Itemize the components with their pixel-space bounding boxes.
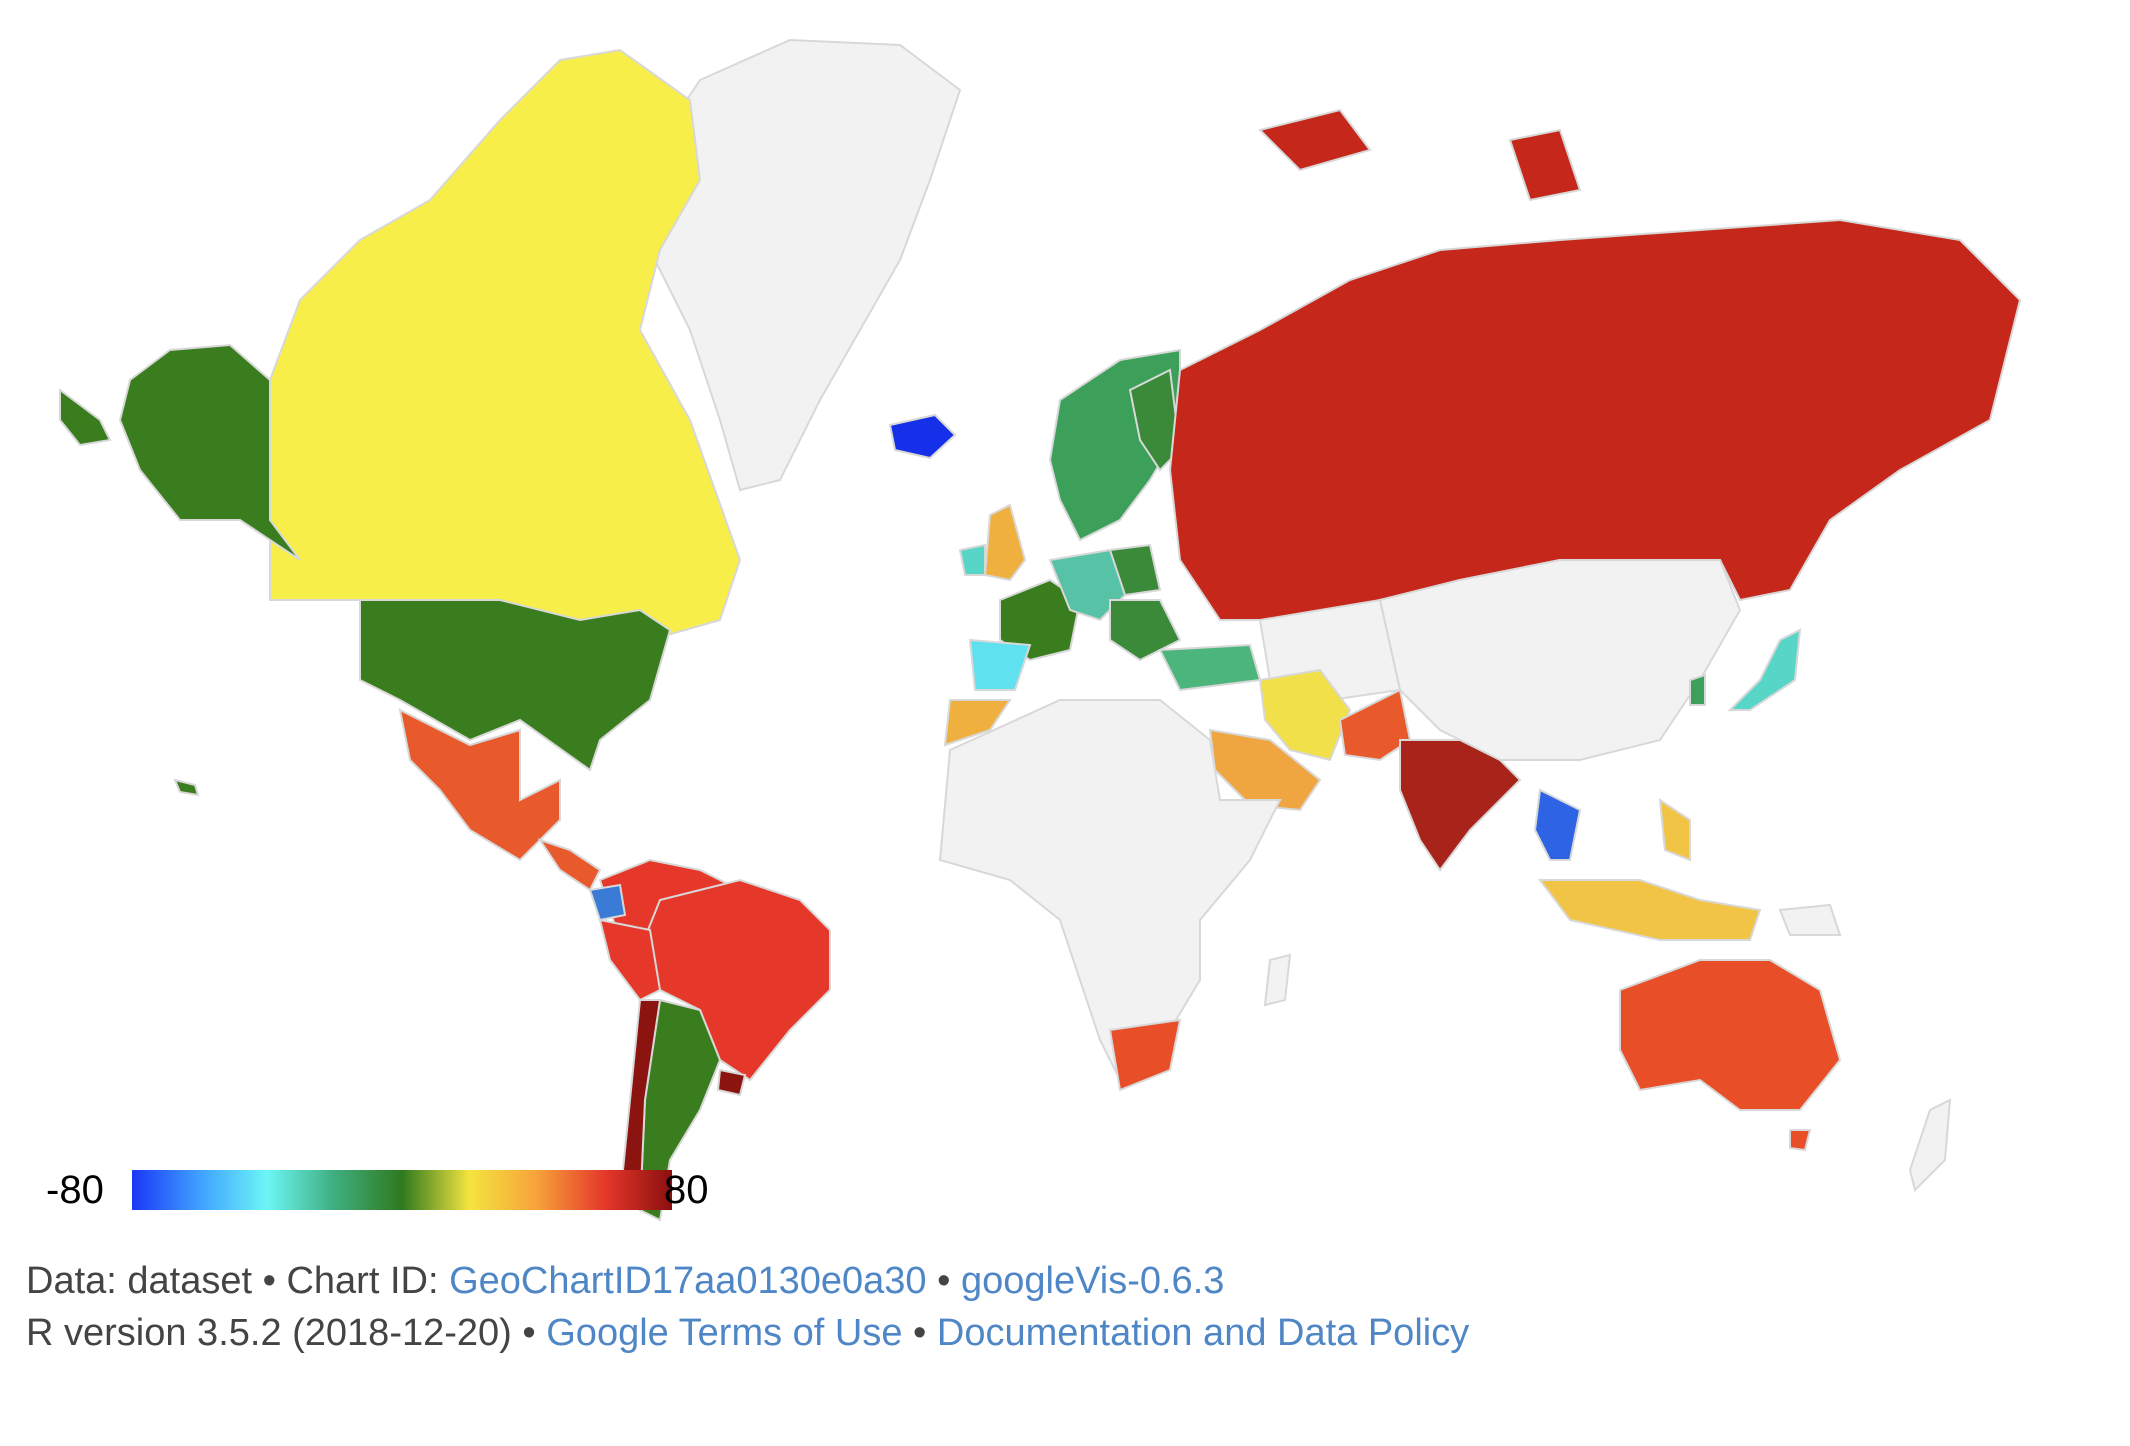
region-uruguay[interactable] [716,1068,747,1097]
footer-bullet: • [926,1260,961,1302]
region-ecuador[interactable] [588,883,627,922]
region-peru[interactable] [598,918,662,1002]
footer-bullet: • [252,1260,287,1302]
legend-min-label: -80 [46,1168,104,1212]
region-russia-islands-2[interactable] [1508,128,1582,202]
region-china[interactable] [1378,559,1742,761]
region-tasmania[interactable] [1789,1129,1812,1152]
region-france[interactable] [999,578,1082,662]
footer-line-1: Data: dataset • Chart ID: GeoChartID17aa… [26,1255,1469,1307]
region-alaska[interactable] [118,343,301,561]
footer-chart-id-label: Chart ID: [286,1260,450,1302]
region-greenland[interactable] [638,38,962,492]
region-poland[interactable] [1108,543,1162,597]
region-indonesia[interactable] [1538,879,1762,941]
region-india[interactable] [1399,739,1522,872]
region-pakistan[interactable] [1338,688,1412,762]
docs-link[interactable]: Documentation and Data Policy [936,1312,1470,1354]
region-japan[interactable] [1727,628,1802,711]
footer-bullet: • [511,1312,547,1354]
region-ireland[interactable] [958,543,986,576]
region-iran[interactable] [1258,668,1352,762]
region-philippines[interactable] [1658,797,1691,862]
region-hawaii[interactable] [173,778,200,797]
region-png[interactable] [1778,903,1842,936]
geo-chart: -80 80 [40,38,2022,1222]
footer-r-version: R version 3.5.2 (2018-12-20) [26,1312,512,1354]
color-legend: -80 80 [40,1160,740,1220]
chart-footer: Data: dataset • Chart ID: GeoChartID17aa… [26,1255,1469,1359]
region-iceland[interactable] [888,413,957,460]
footer-bullet: • [902,1312,937,1354]
region-russia-islands[interactable] [1258,108,1372,172]
region-morocco[interactable] [943,699,1012,747]
region-new-zealand[interactable] [1908,1098,1952,1192]
region-central-america[interactable] [537,838,602,892]
region-spain[interactable] [968,638,1032,691]
region-chile[interactable] [618,999,662,1212]
region-united-states[interactable] [359,599,672,772]
region-africa[interactable] [938,699,1282,1082]
region-madagascar[interactable] [1263,953,1292,1007]
region-turkey[interactable] [1158,643,1262,692]
legend-gradient-bar [132,1170,672,1210]
region-thailand[interactable] [1533,788,1582,861]
region-united-kingdom[interactable] [983,503,1027,582]
region-canada[interactable] [269,48,742,652]
world-map [59,38,2022,1222]
region-south-africa[interactable] [1108,1018,1182,1092]
region-korea[interactable] [1689,673,1706,706]
chart-id-link[interactable]: GeoChartID17aa0130e0a30 [449,1260,927,1302]
terms-link[interactable]: Google Terms of Use [546,1312,903,1354]
footer-line-2: R version 3.5.2 (2018-12-20) • Google Te… [26,1307,1469,1359]
googlevis-link[interactable]: googleVis-0.6.3 [961,1260,1225,1302]
region-aleutians[interactable] [59,388,112,447]
footer-data-label: Data: dataset [26,1260,253,1302]
region-australia[interactable] [1619,959,1842,1111]
legend-max-label: 80 [664,1168,709,1212]
region-mexico[interactable] [398,708,561,862]
